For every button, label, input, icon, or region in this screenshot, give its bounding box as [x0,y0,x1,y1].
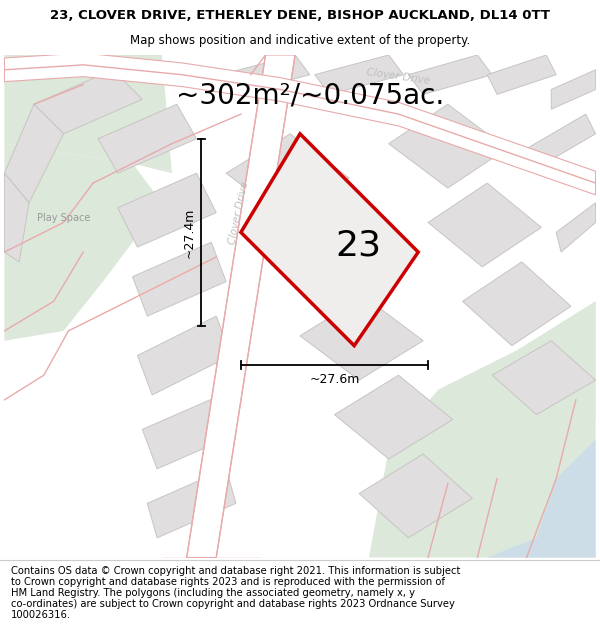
Polygon shape [142,395,236,469]
Polygon shape [409,55,492,94]
Polygon shape [4,144,162,341]
Polygon shape [133,242,226,316]
Text: 23: 23 [335,229,381,263]
Polygon shape [187,55,295,558]
Polygon shape [300,296,423,380]
Polygon shape [221,55,310,94]
Polygon shape [98,104,197,173]
Text: Play Space: Play Space [37,213,90,222]
Text: Contains OS data © Crown copyright and database right 2021. This information is : Contains OS data © Crown copyright and d… [11,566,460,576]
Polygon shape [226,134,349,218]
Text: 23, CLOVER DRIVE, ETHERLEY DENE, BISHOP AUCKLAND, DL14 0TT: 23, CLOVER DRIVE, ETHERLEY DENE, BISHOP … [50,9,550,22]
Polygon shape [315,55,403,94]
Text: HM Land Registry. The polygons (including the associated geometry, namely x, y: HM Land Registry. The polygons (includin… [11,588,415,598]
Polygon shape [389,104,507,188]
Polygon shape [369,301,596,558]
Text: ~302m²/~0.075ac.: ~302m²/~0.075ac. [176,81,444,109]
Text: ~27.4m: ~27.4m [182,207,196,258]
Polygon shape [118,173,216,247]
Text: to Crown copyright and database rights 2023 and is reproduced with the permissio: to Crown copyright and database rights 2… [11,577,445,587]
Polygon shape [487,55,556,94]
Polygon shape [556,202,596,252]
Polygon shape [4,55,172,173]
Polygon shape [4,173,29,262]
Polygon shape [266,213,389,296]
Polygon shape [147,469,236,538]
Polygon shape [34,70,142,134]
Text: Clover Drive: Clover Drive [227,180,250,245]
Polygon shape [492,341,596,414]
Polygon shape [428,183,541,267]
Polygon shape [438,301,596,498]
Polygon shape [334,375,453,459]
Text: 100026316.: 100026316. [11,610,71,620]
Polygon shape [4,53,596,195]
Polygon shape [527,114,596,168]
Text: ~27.6m: ~27.6m [309,373,359,386]
Text: Clover Drive: Clover Drive [366,68,431,86]
Polygon shape [137,316,231,395]
Text: Map shows position and indicative extent of the property.: Map shows position and indicative extent… [130,34,470,48]
Polygon shape [4,104,64,202]
Polygon shape [536,439,596,538]
Text: co-ordinates) are subject to Crown copyright and database rights 2023 Ordnance S: co-ordinates) are subject to Crown copyr… [11,599,455,609]
Polygon shape [359,454,472,538]
Polygon shape [551,70,596,109]
Polygon shape [241,134,418,346]
Polygon shape [463,262,571,346]
Polygon shape [487,508,596,558]
